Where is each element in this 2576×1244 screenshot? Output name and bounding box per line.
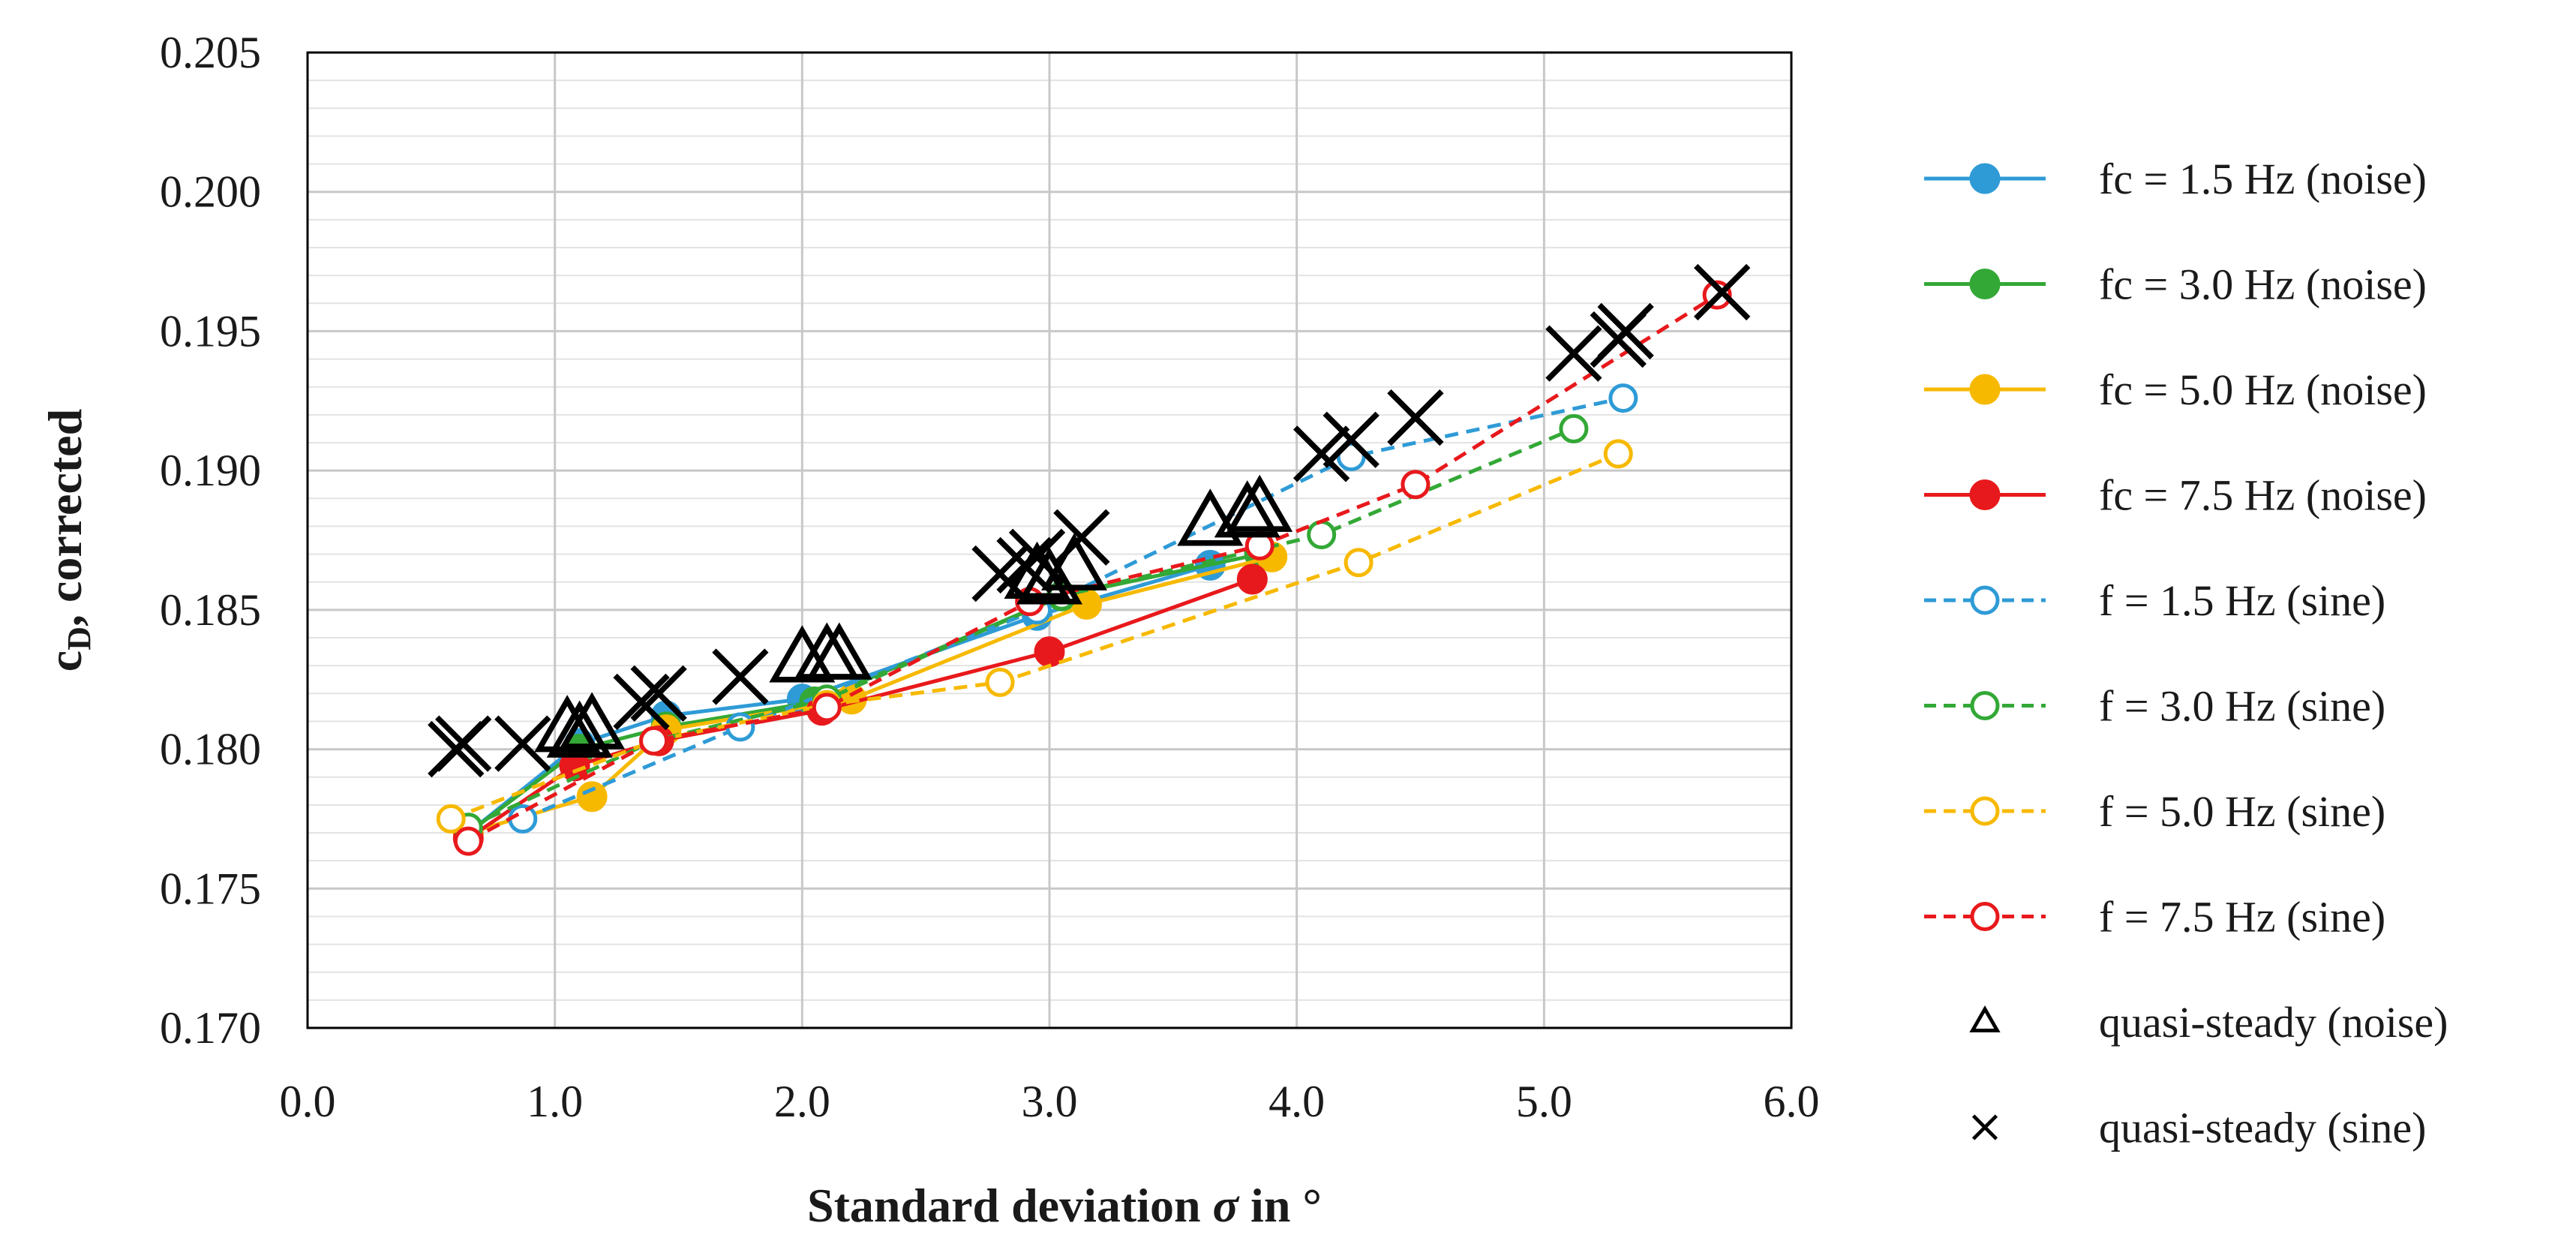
x-tick-label: 4.0 bbox=[1268, 1077, 1325, 1126]
legend-marker bbox=[1969, 269, 2001, 299]
data-point bbox=[559, 692, 626, 750]
data-point bbox=[1053, 509, 1110, 566]
data-point bbox=[1608, 383, 1638, 413]
x-tick-label: 6.0 bbox=[1764, 1077, 1820, 1126]
legend-item: fc = 1.5 Hz (noise) bbox=[1924, 155, 2427, 203]
x-axis-title-main: Standard deviation bbox=[807, 1179, 1213, 1232]
data-point bbox=[1307, 520, 1337, 550]
tick-labels: 0.170 0.175 0.180 0.185 0.190 0.195 0.200 0.205… bbox=[160, 28, 1820, 1126]
data-point bbox=[1293, 425, 1350, 482]
legend-item: f = 5.0 Hz (sine) bbox=[1924, 787, 2385, 836]
legend-item: fc = 3.0 Hz (noise) bbox=[1924, 260, 2427, 309]
data-point bbox=[436, 804, 466, 834]
legend-marker bbox=[1969, 163, 2001, 194]
x-tick-label: 3.0 bbox=[1022, 1077, 1078, 1126]
legend-item: quasi-steady (noise) bbox=[1969, 998, 2448, 1047]
legend-marker bbox=[1970, 585, 2000, 615]
x-tick-label: 0.0 bbox=[280, 1077, 336, 1126]
legend-label: fc = 3.0 Hz (noise) bbox=[2099, 260, 2427, 309]
legend-marker bbox=[1970, 796, 2000, 826]
legend-label: quasi-steady (sine) bbox=[2099, 1104, 2426, 1152]
data-point bbox=[453, 826, 483, 856]
legend-item: fc = 5.0 Hz (noise) bbox=[1924, 365, 2427, 414]
data-point bbox=[1603, 439, 1633, 469]
legend-label: f = 7.5 Hz (sine) bbox=[2099, 893, 2385, 942]
x-axis-title-rest: in ° bbox=[1238, 1179, 1322, 1232]
y-tick-label: 0.180 bbox=[160, 725, 261, 774]
data-point bbox=[1177, 488, 1244, 546]
data-point bbox=[639, 726, 669, 756]
x-tick-label: 2.0 bbox=[774, 1077, 830, 1126]
y-axis-title: cD, corrected bbox=[38, 409, 98, 672]
y-tick-label: 0.185 bbox=[160, 585, 261, 635]
legend-item: quasi-steady (sine) bbox=[1971, 1104, 2426, 1152]
y-tick-label: 0.170 bbox=[160, 1003, 261, 1053]
legend-marker bbox=[1969, 1005, 2001, 1032]
data-point bbox=[1401, 470, 1431, 500]
legend-label: fc = 7.5 Hz (noise) bbox=[2099, 471, 2427, 520]
data-point bbox=[1323, 411, 1380, 468]
legend-item: f = 3.0 Hz (sine) bbox=[1924, 682, 2385, 731]
legend-item: fc = 7.5 Hz (noise) bbox=[1924, 471, 2427, 520]
data-point bbox=[1236, 563, 1268, 595]
data-point bbox=[613, 673, 670, 731]
data-point bbox=[1040, 533, 1107, 590]
y-axis-title-subscript: D bbox=[61, 627, 98, 651]
data-point bbox=[1214, 480, 1280, 538]
data-point bbox=[546, 700, 613, 758]
data-point bbox=[435, 715, 492, 772]
data-point bbox=[1559, 413, 1589, 443]
x-axis-title: Standard deviation σ in ° bbox=[807, 1179, 1322, 1232]
legend-label: fc = 5.0 Hz (noise) bbox=[2099, 365, 2427, 414]
y-tick-label: 0.200 bbox=[160, 167, 261, 217]
data-point bbox=[494, 715, 551, 772]
y-axis-title-main: c bbox=[38, 651, 92, 672]
data-point bbox=[812, 693, 842, 723]
x-tick-label: 5.0 bbox=[1516, 1077, 1572, 1126]
series-layer bbox=[428, 263, 1751, 856]
legend-item: f = 7.5 Hz (sine) bbox=[1924, 893, 2385, 942]
legend-label: f = 3.0 Hz (sine) bbox=[2099, 682, 2385, 731]
data-point bbox=[1008, 528, 1066, 585]
x-axis-title-sigma: σ bbox=[1213, 1179, 1240, 1232]
y-tick-label: 0.205 bbox=[160, 28, 261, 77]
data-point bbox=[1226, 474, 1293, 532]
data-point bbox=[576, 781, 608, 813]
legend: fc = 1.5 Hz (noise) fc = 3.0 Hz (noise) fc… bbox=[1924, 155, 2448, 1152]
legend-marker bbox=[1971, 1114, 1998, 1140]
plot-area-frame bbox=[306, 51, 1793, 1029]
series-10 bbox=[428, 263, 1751, 778]
data-point bbox=[996, 536, 1053, 594]
legend-label: quasi-steady (noise) bbox=[2099, 998, 2448, 1047]
legend-marker bbox=[1970, 902, 2000, 931]
data-point bbox=[1694, 263, 1751, 321]
legend-item: f = 1.5 Hz (sine) bbox=[1924, 576, 2385, 625]
data-point bbox=[508, 804, 538, 834]
data-point bbox=[1597, 302, 1654, 360]
legend-marker bbox=[1969, 374, 2001, 405]
legend-marker bbox=[1970, 691, 2000, 720]
data-point bbox=[1344, 548, 1374, 578]
data-point bbox=[985, 667, 1015, 697]
data-point bbox=[1545, 325, 1602, 382]
y-axis-title-rest: , corrected bbox=[38, 409, 92, 627]
x-tick-label: 1.0 bbox=[527, 1077, 583, 1126]
y-tick-label: 0.190 bbox=[160, 446, 261, 495]
y-tick-label: 0.195 bbox=[160, 306, 261, 356]
series-line bbox=[467, 427, 1575, 829]
legend-marker bbox=[1969, 479, 2001, 510]
y-tick-label: 0.175 bbox=[160, 864, 261, 913]
series-line bbox=[450, 452, 1620, 821]
legend-label: f = 5.0 Hz (sine) bbox=[2099, 787, 2385, 836]
data-point bbox=[712, 648, 769, 705]
legend-label: fc = 1.5 Hz (noise) bbox=[2099, 155, 2427, 203]
data-point bbox=[630, 665, 687, 722]
data-point bbox=[1387, 389, 1444, 446]
legend-label: f = 1.5 Hz (sine) bbox=[2099, 576, 2385, 625]
data-point bbox=[806, 622, 872, 680]
